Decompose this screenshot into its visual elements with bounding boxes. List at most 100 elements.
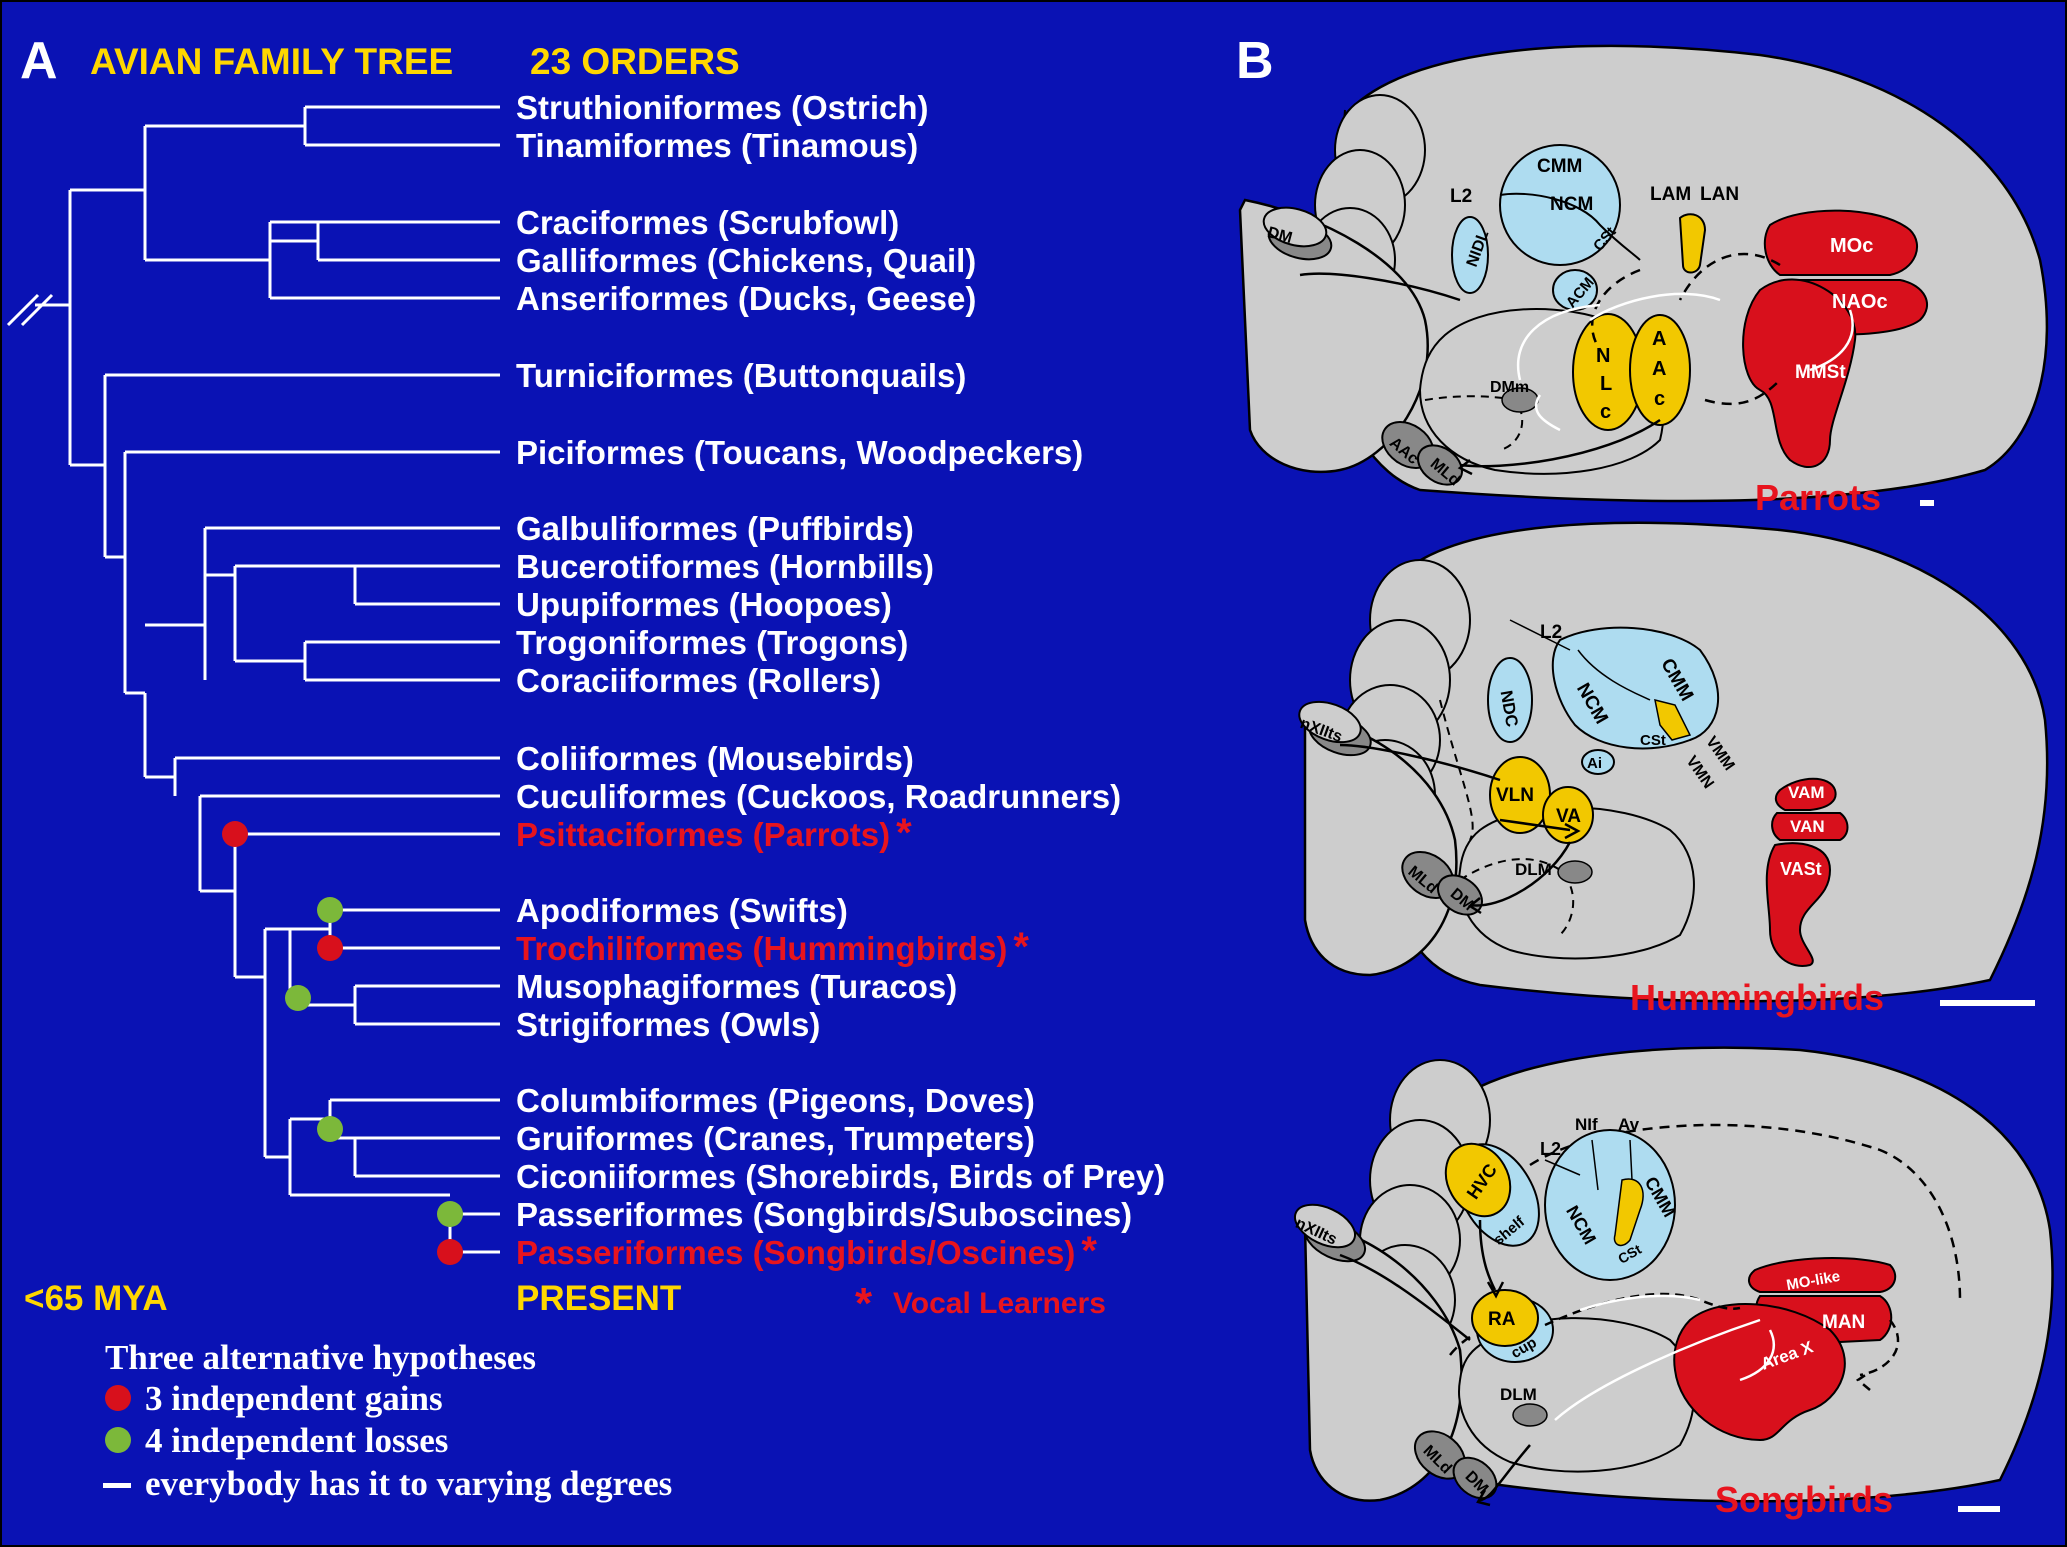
taxon-label: Galbuliformes (Puffbirds) [516,510,914,547]
hummingbird-dashed-boundary [1439,699,1575,936]
taxon-label: Anseriformes (Ducks, Geese) [516,280,976,317]
songbird-hvc [1444,1142,1512,1218]
songbird-anterior-loop-dashed [1855,1319,1900,1391]
hummingbird-descending-pathway [1467,841,1572,915]
taxa-labels: Struthioniformes (Ostrich)Tinamiformes (… [516,89,1165,1273]
parrot-scale-bar [1920,500,1934,506]
songbird-area-x [1673,1303,1846,1442]
parrot-label-l2: L2 [1450,186,1472,207]
taxon-label: Passeriformes (Songbirds/Suboscines) [516,1196,1132,1233]
songbird-ra [1471,1289,1539,1347]
hummingbird-label-vam: VAM [1788,783,1825,802]
taxon-label: Columbiformes (Pigeons, Doves) [516,1082,1035,1119]
hummingbird-label-cst: CSt [1640,732,1666,749]
hummingbird-nxiits-pathway [1339,743,1501,782]
vocal-learner-label: Vocal Learners [893,1287,1106,1320]
hummingbird-van [1771,812,1849,841]
loss-marker-swifts [317,897,343,923]
songbird-label-man: MAN [1822,1312,1865,1333]
songbird-descending-pathway [1476,1444,1531,1507]
parrots-label: Parrots [1755,477,1881,518]
parrot-auditory-cmm [1499,144,1621,266]
phylogeny-branches [6,105,500,1254]
parrot-white-loop-4 [1534,394,1561,432]
parrot-label-ncm: NCM [1550,194,1593,215]
parrot-label-nxiits: DM [1266,224,1294,247]
hummingbirds-label: Hummingbirds [1630,977,1884,1018]
songbird-white-loop [1554,1294,1775,1421]
hummingbird-vam [1774,777,1837,811]
parrot-lam-lan [1678,213,1707,274]
songbird-nxiits-pathway [1339,1253,1471,1341]
hummingbird-brain: L2 CMM NDC NCM CSt VMM VMN Ai VLN VA DLM… [1298,521,2049,1018]
songbird-label-l2: L2 [1540,1139,1561,1159]
gain-marker-hummingbirds [317,935,343,961]
parrot-nxiits-pathway [1299,272,1461,302]
parrot-brain: CMM L2 NCM NIDL CSt ACM LAM LAN MOc NAOc… [1238,44,2049,518]
hummingbird-scale-bar [1940,1000,2035,1006]
taxon-label: Struthioniformes (Ostrich) [516,89,929,126]
hummingbird-label-dlm: DLM [1515,860,1552,879]
legend-loss-marker [105,1427,131,1453]
gain-marker-oscines [437,1239,463,1265]
parrot-nxiits-top [1262,206,1328,248]
parrot-moc [1763,209,1919,276]
root-break [6,293,58,327]
parrot-label-lan: LAN [1700,184,1739,205]
hummingbird-label-van: VAN [1790,817,1825,836]
parrot-mmst [1742,278,1857,469]
songbird-nxiits-top [1294,1203,1356,1249]
hypothesis-markers [222,821,463,1265]
legend-dash-marker [103,1483,131,1488]
parrot-label-naoc: NAOc [1832,291,1888,313]
parrot-nlc-letter-n: N [1596,345,1610,367]
parrot-label-lam: LAM [1650,184,1691,205]
parrot-aac-letter-a2: A [1652,358,1666,380]
songbird-dm [1452,1456,1498,1500]
songbird-scale-bar [1958,1506,2000,1512]
parrot-brainstem [1238,198,1429,474]
tree-title: AVIAN FAMILY TREE [90,41,453,82]
taxon-label: Bucerotiformes (Hornbills) [516,548,934,585]
taxon-label: Trogoniformes (Trogons) [516,624,908,661]
hummingbird-l2-line [1509,619,1651,701]
parrot-aac-letter-a1: A [1652,328,1666,350]
vocal-learner-marker: * [896,811,912,855]
vocal-learner-marker: * [1013,925,1029,969]
songbird-l2-lines [1544,1139,1633,1191]
parrot-white-loop-2 [1809,309,1854,372]
axis-end-label: PRESENT [516,1279,681,1318]
branch-tips [105,105,500,1254]
hummingbird-label-va: VA [1556,806,1581,827]
parrot-nlc-letter-c: c [1600,401,1611,423]
hummingbird-dlm [1557,860,1593,884]
vocal-learner-marker: * [1081,1229,1097,1273]
parrot-white-loop-3 [1517,303,1601,381]
songbird-label-ra: RA [1488,1309,1516,1330]
legend-gains: 3 independent gains [145,1379,443,1418]
songbird-label-dlm: DLM [1500,1385,1537,1404]
taxon-label: Trochiliformes (Hummingbirds) * [516,925,1029,969]
songbird-label-av: Av [1618,1115,1640,1134]
legend-title: Three alternative hypotheses [105,1338,536,1377]
parrot-aac [1629,314,1691,426]
panel-a-letter: A [20,32,58,90]
parrot-aac-letter-c: c [1654,388,1665,410]
gain-marker-parrots [222,821,248,847]
parrot-label-mmst: MMSt [1795,362,1846,383]
panel-b-letter: B [1236,32,1274,90]
taxon-label: Craciformes (Scrubfowl) [516,204,899,241]
taxon-label: Passeriformes (Songbirds/Oscines) * [516,1229,1097,1273]
legend-everybody: everybody has it to varying degrees [145,1464,672,1503]
hummingbird-ai [1581,749,1615,775]
songbird-mo-like [1748,1257,1897,1293]
hummingbird-vast [1765,842,1832,967]
hummingbird-label-ai: Ai [1587,755,1602,772]
parrot-nidl [1451,216,1489,294]
taxon-label: Turniciformes (Buttonquails) [516,357,966,394]
taxon-label: Tinamiformes (Tinamous) [516,127,918,164]
taxon-label: Galliformes (Chickens, Quail) [516,242,976,279]
taxon-label: Musophagiformes (Turacos) [516,968,957,1005]
hummingbird-vln-va-pathway [1499,818,1581,840]
